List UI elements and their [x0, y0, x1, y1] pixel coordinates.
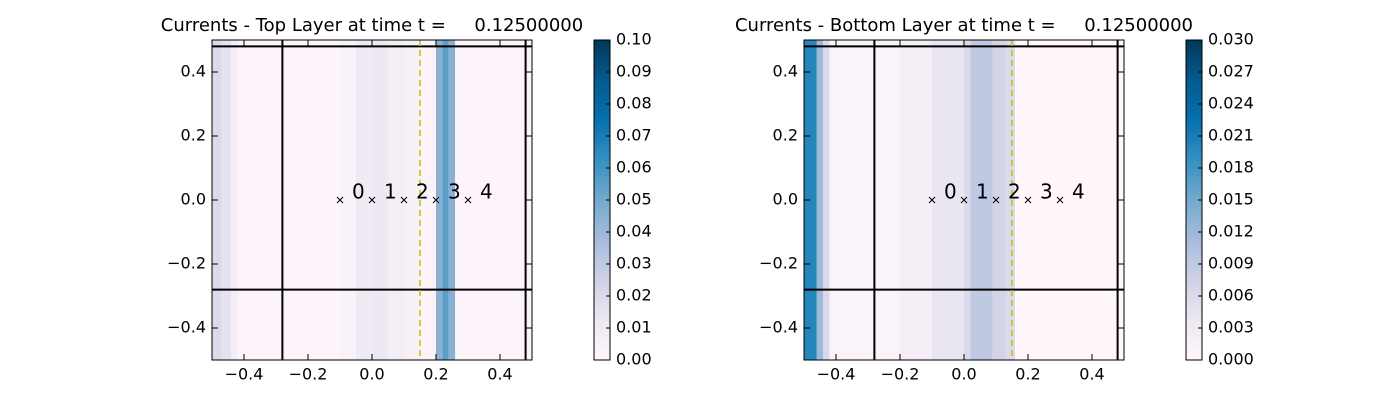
x-tick-label: −0.4 — [225, 365, 264, 384]
x-tick-label: 0.0 — [359, 365, 384, 384]
x-tick-label: 0.4 — [487, 365, 512, 384]
colorbar-tick-label: 0.015 — [1208, 190, 1254, 209]
y-tick-label: 0.0 — [773, 190, 798, 209]
colorbar-tick-label: 0.030 — [1208, 30, 1254, 49]
colorbar-tick-label: 0.000 — [1208, 350, 1254, 369]
y-tick-label: 0.2 — [773, 126, 798, 145]
heat-stripe — [455, 40, 532, 360]
point-marker — [400, 196, 408, 204]
colorbar-tick-label: 0.01 — [616, 318, 652, 337]
point-label: 1 — [976, 180, 989, 204]
point-marker — [960, 196, 968, 204]
heat-stripe — [1015, 40, 1124, 360]
colorbar-tick-label: 0.08 — [616, 94, 652, 113]
colorbar-tick-label: 0.03 — [616, 254, 652, 273]
colorbar-tick-label: 0.021 — [1208, 126, 1254, 145]
point-label: 4 — [480, 180, 493, 204]
chart-title: Currents - Bottom Layer at time t = 0.12… — [735, 15, 1193, 36]
heat-stripe — [221, 40, 232, 360]
point-marker — [464, 196, 472, 204]
heat-stripe — [420, 40, 436, 360]
point-label: 0 — [352, 180, 365, 204]
point-label: 1 — [384, 180, 397, 204]
point-marker — [1056, 196, 1064, 204]
point-marker — [992, 196, 1000, 204]
x-tick-label: 0.2 — [423, 365, 448, 384]
heat-stripe — [804, 40, 817, 360]
heat-stripe — [442, 40, 449, 360]
heat-stripe — [823, 40, 830, 360]
heat-stripe — [388, 40, 404, 360]
point-label: 4 — [1072, 180, 1085, 204]
point-label: 2 — [1008, 180, 1021, 204]
colorbar-tick-label: 0.02 — [616, 286, 652, 305]
heat-stripe — [436, 40, 443, 360]
y-tick-label: 0.4 — [181, 62, 206, 81]
colorbar-tick-label: 0.09 — [616, 62, 652, 81]
colorbar-tick-label: 0.003 — [1208, 318, 1254, 337]
heat-stripe — [932, 40, 964, 360]
colorbar-tick-label: 0.024 — [1208, 94, 1254, 113]
point-marker — [1024, 196, 1032, 204]
colorbar-tick-label: 0.07 — [616, 126, 652, 145]
heat-stripe — [900, 40, 932, 360]
heat-stripe — [1005, 40, 1016, 360]
x-tick-label: 0.0 — [951, 365, 976, 384]
heat-stripe — [237, 40, 340, 360]
point-marker — [336, 196, 344, 204]
x-tick-label: 0.2 — [1015, 365, 1040, 384]
y-tick-label: −0.2 — [759, 254, 798, 273]
colorbar-tick-label: 0.10 — [616, 30, 652, 49]
colorbar-tick-label: 0.006 — [1208, 286, 1254, 305]
y-tick-label: 0.2 — [181, 126, 206, 145]
colorbar-tick-label: 0.018 — [1208, 158, 1254, 177]
chart-title: Currents - Top Layer at time t = 0.12500… — [161, 15, 583, 36]
y-tick-label: −0.4 — [167, 318, 206, 337]
colorbar-tick-label: 0.04 — [616, 222, 652, 241]
heat-stripe — [992, 40, 1006, 360]
x-tick-label: −0.2 — [881, 365, 920, 384]
point-label: 2 — [416, 180, 429, 204]
heat-stripe — [356, 40, 372, 360]
point-marker — [368, 196, 376, 204]
heat-stripe — [970, 40, 993, 360]
point-label: 3 — [448, 180, 461, 204]
heat-stripe — [372, 40, 388, 360]
heat-stripe — [231, 40, 238, 360]
point-marker — [432, 196, 440, 204]
heat-stripe — [448, 40, 456, 360]
colorbar-tick-label: 0.009 — [1208, 254, 1254, 273]
heat-stripe — [404, 40, 420, 360]
heat-stripe — [964, 40, 971, 360]
y-tick-label: −0.2 — [167, 254, 206, 273]
colorbar-tick-label: 0.05 — [616, 190, 652, 209]
colorbar-tick-label: 0.012 — [1208, 222, 1254, 241]
y-tick-label: −0.4 — [759, 318, 798, 337]
x-tick-label: −0.4 — [817, 365, 856, 384]
colorbar-tick-label: 0.06 — [616, 158, 652, 177]
x-tick-label: −0.2 — [289, 365, 328, 384]
heat-stripe — [816, 40, 824, 360]
x-tick-label: 0.4 — [1079, 365, 1104, 384]
point-label: 0 — [944, 180, 957, 204]
heat-stripe — [340, 40, 356, 360]
heat-stripe — [829, 40, 900, 360]
y-tick-label: 0.0 — [181, 190, 206, 209]
point-label: 3 — [1040, 180, 1053, 204]
point-marker — [928, 196, 936, 204]
colorbar-tick-label: 0.027 — [1208, 62, 1254, 81]
colorbar-tick-label: 0.00 — [616, 350, 652, 369]
y-tick-label: 0.4 — [773, 62, 798, 81]
